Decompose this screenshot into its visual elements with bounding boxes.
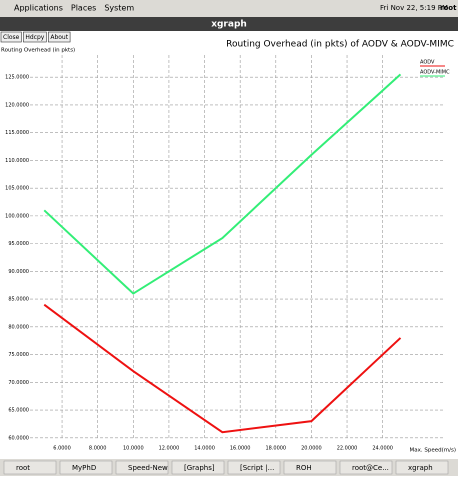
series-line xyxy=(43,73,402,295)
y-tick-label: 75.0000 xyxy=(8,352,29,358)
y-tick-label: 85.0000 xyxy=(8,297,29,303)
top-panel xyxy=(0,0,458,17)
window-body xyxy=(0,31,458,459)
chart-title: Routing Overhead (in pkts) of AODV & AOD… xyxy=(226,40,454,50)
y-tick-label: 70.0000 xyxy=(8,380,29,386)
x-tick-label: 20.0000 xyxy=(301,446,322,452)
x-axis-label: Max. Speed(m/s) xyxy=(410,448,456,454)
user: root xyxy=(440,4,457,12)
y-axis-label: Routing Overhead (in pkts) xyxy=(1,48,75,54)
task-label[interactable]: [Script |... xyxy=(240,464,274,472)
x-tick-label: 14.0000 xyxy=(194,446,215,452)
task-button[interactable] xyxy=(59,460,113,475)
task-button[interactable] xyxy=(339,460,393,475)
y-tick-label: 95.0000 xyxy=(8,241,29,247)
task-label[interactable]: ROH xyxy=(296,464,312,472)
series-line xyxy=(43,303,402,434)
y-tick-label: 115.0000 xyxy=(5,130,29,136)
y-tick-label: 60.0000 xyxy=(8,435,29,441)
button[interactable]: About xyxy=(50,34,68,41)
y-tick-label: 65.0000 xyxy=(8,408,29,414)
legend-label: AODV xyxy=(420,60,435,66)
task-label[interactable]: root@Ce... xyxy=(352,464,389,472)
y-tick-label: 125.0000 xyxy=(5,75,29,81)
task-label[interactable]: xgraph xyxy=(408,464,433,472)
x-tick-label: 16.0000 xyxy=(230,446,251,452)
x-tick-label: 24.0000 xyxy=(372,446,393,452)
y-tick-label: 90.0000 xyxy=(8,269,29,275)
task-button[interactable] xyxy=(283,460,337,475)
task-label[interactable]: [Graphs] xyxy=(184,464,215,472)
y-tick-label: 120.0000 xyxy=(5,102,29,108)
x-tick-label: 8.0000 xyxy=(89,446,107,452)
task-button[interactable] xyxy=(227,460,281,475)
button-frame[interactable] xyxy=(0,31,22,43)
clock: Fri Nov 22, 5:19 PM xyxy=(380,4,448,12)
task-label[interactable]: root xyxy=(16,464,30,472)
y-tick-label: 105.0000 xyxy=(5,186,29,192)
button[interactable]: Hdcpy xyxy=(25,34,44,41)
y-tick-label: 100.0000 xyxy=(5,213,29,219)
title-bar xyxy=(0,17,458,31)
y-tick-label: 80.0000 xyxy=(8,324,29,330)
menu[interactable]: Applications xyxy=(14,4,63,13)
task-label[interactable]: Speed-New xyxy=(128,464,168,472)
x-tick-label: 6.0000 xyxy=(53,446,71,452)
task-button[interactable] xyxy=(395,460,449,475)
menu[interactable]: Places xyxy=(71,4,96,13)
button[interactable]: Close xyxy=(3,34,20,41)
window-title: xgraph xyxy=(211,20,247,30)
x-tick-label: 18.0000 xyxy=(265,446,286,452)
x-tick-label: 22.0000 xyxy=(337,446,358,452)
menu[interactable]: System xyxy=(104,4,134,13)
x-tick-label: 10.0000 xyxy=(123,446,144,452)
task-label[interactable]: MyPhD xyxy=(72,464,96,472)
legend-label: AODV-MIMC xyxy=(420,70,450,76)
button-frame[interactable] xyxy=(23,31,47,43)
task-button[interactable] xyxy=(115,460,169,475)
task-button[interactable] xyxy=(3,460,57,475)
task-button[interactable] xyxy=(171,460,225,475)
x-tick-label: 12.0000 xyxy=(159,446,180,452)
y-tick-label: 110.0000 xyxy=(5,158,29,164)
button-frame[interactable] xyxy=(48,31,71,43)
